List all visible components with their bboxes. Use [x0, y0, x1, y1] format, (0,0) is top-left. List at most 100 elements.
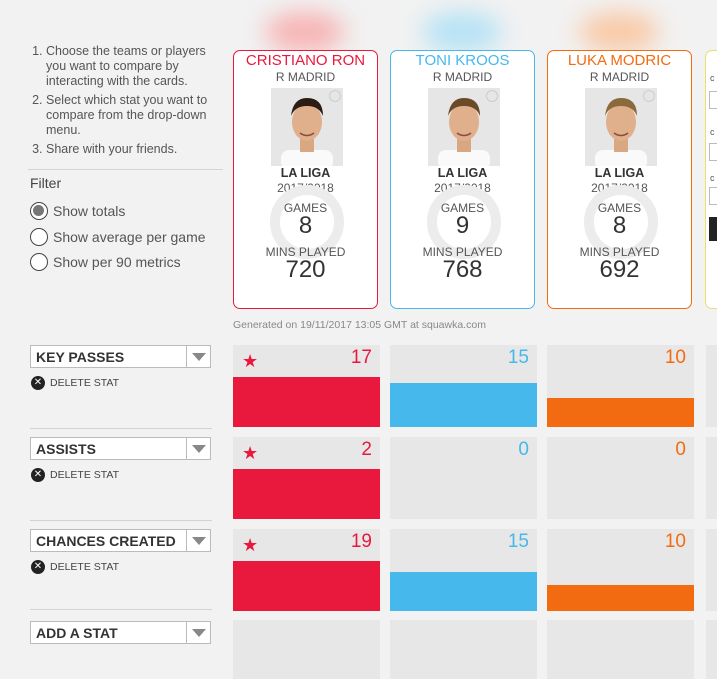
panel-input[interactable]: [709, 91, 717, 109]
delete-stat-label: DELETE STAT: [50, 561, 120, 573]
panel-input[interactable]: [709, 187, 717, 205]
close-circle-icon: ✕: [31, 560, 45, 574]
stat-select-label: KEY PASSES: [36, 348, 125, 365]
divider: [30, 428, 212, 429]
player-team: R MADRID: [589, 70, 650, 84]
stat-select[interactable]: ASSISTS: [30, 437, 211, 460]
filter-option-label: Show average per game: [53, 229, 206, 245]
info-icon[interactable]: [643, 90, 655, 102]
stat-value: 15: [507, 531, 529, 552]
empty-stat-cell: [390, 620, 537, 679]
games-value: 9: [455, 212, 470, 239]
games-label: GAMES: [597, 201, 642, 215]
info-icon[interactable]: [329, 90, 341, 102]
delete-stat-button[interactable]: ✕ DELETE STAT: [31, 560, 119, 574]
filter-option-label: Show per 90 metrics: [53, 254, 181, 270]
player-league: LA LIGA: [437, 166, 488, 180]
instruction-item: Share with your friends.: [46, 142, 224, 157]
stat-select-label: ASSISTS: [36, 440, 96, 457]
delete-stat-button[interactable]: ✕ DELETE STAT: [31, 468, 119, 482]
stat-cell: 0: [390, 437, 537, 519]
delete-stat-button[interactable]: ✕ DELETE STAT: [31, 376, 119, 390]
filter-option-totals[interactable]: Show totals: [30, 202, 125, 220]
divider: [28, 169, 223, 170]
player-team: R MADRID: [275, 70, 336, 84]
mins-label: MINS PLAYED: [579, 245, 660, 259]
divider: [30, 520, 212, 521]
add-stat-label: ADD A STAT: [36, 624, 118, 641]
player-photo: [271, 88, 343, 166]
player-league: LA LIGA: [280, 166, 331, 180]
card-glow: [265, 12, 345, 52]
mins-value: 720: [285, 256, 326, 283]
player-name: LUKA MODRIC: [567, 52, 672, 69]
stat-cell: ★ 19: [233, 529, 380, 611]
radio-button[interactable]: [30, 228, 48, 246]
mins-label: MINS PLAYED: [422, 245, 503, 259]
stat-value: 2: [361, 439, 372, 460]
player-card[interactable]: CRISTIANO RON R MADRID LA LIGA 2017/2018…: [233, 50, 378, 309]
stat-select[interactable]: KEY PASSES: [30, 345, 211, 368]
stat-value: 0: [518, 439, 529, 460]
player-card[interactable]: TONI KROOS R MADRID LA LIGA 2017/2018 GA…: [390, 50, 535, 309]
watermark-icon: [427, 185, 501, 259]
stat-value: 10: [664, 347, 686, 368]
filter-option-label: Show totals: [53, 203, 126, 219]
stat-bar: [233, 377, 380, 427]
generated-note: Generated on 19/11/2017 13:05 GMT at squ…: [233, 319, 486, 331]
player-card[interactable]: LUKA MODRIC R MADRID LA LIGA 2017/2018 G…: [547, 50, 692, 309]
games-label: GAMES: [440, 201, 485, 215]
stat-bar: [547, 585, 694, 611]
card-glow: [579, 12, 659, 52]
radio-button[interactable]: [30, 253, 48, 271]
stat-bar: [390, 572, 537, 611]
instruction-item: Select which stat you want to compare fr…: [46, 93, 224, 138]
chevron-down-icon[interactable]: [186, 530, 210, 551]
filter-option-per-game[interactable]: Show average per game: [30, 228, 206, 246]
delete-stat-label: DELETE STAT: [50, 377, 120, 389]
panel-label: c: [710, 73, 715, 83]
star-icon: ★: [242, 443, 259, 463]
watermark-icon: [584, 185, 658, 259]
stat-cell: 15: [390, 529, 537, 611]
add-stat-select[interactable]: ADD A STAT: [30, 621, 211, 644]
stat-value: 10: [664, 531, 686, 552]
panel-label: c: [710, 127, 715, 137]
chevron-down-icon[interactable]: [186, 346, 210, 367]
games-label: GAMES: [283, 201, 328, 215]
stat-cell: [706, 345, 717, 427]
stat-cell: 10: [547, 345, 694, 427]
stat-cell: 10: [547, 529, 694, 611]
stat-value: 17: [350, 347, 372, 368]
stat-bar: [547, 398, 694, 427]
instruction-item: Choose the teams or players you want to …: [46, 44, 224, 89]
stat-cell: 0: [547, 437, 694, 519]
stat-value: 19: [350, 531, 372, 552]
chevron-down-icon[interactable]: [186, 622, 210, 643]
comparison-options-panel: c c c: [705, 50, 717, 309]
instructions-list: Choose the teams or players you want to …: [28, 44, 224, 161]
stat-value: 0: [675, 439, 686, 460]
stat-cell: 15: [390, 345, 537, 427]
mins-value: 692: [599, 256, 640, 283]
info-icon[interactable]: [486, 90, 498, 102]
stat-value: 15: [507, 347, 529, 368]
filter-option-per-90[interactable]: Show per 90 metrics: [30, 253, 181, 271]
panel-input[interactable]: [709, 143, 717, 161]
radio-button[interactable]: [30, 202, 48, 220]
player-name: CRISTIANO RON: [245, 52, 366, 69]
empty-stat-cell: [233, 620, 380, 679]
games-value: 8: [612, 212, 627, 239]
panel-label: c: [710, 173, 715, 183]
chevron-down-icon[interactable]: [186, 438, 210, 459]
stat-select[interactable]: CHANCES CREATED: [30, 529, 211, 552]
games-value: 8: [298, 212, 313, 239]
close-circle-icon: ✕: [31, 468, 45, 482]
player-team: R MADRID: [432, 70, 493, 84]
panel-button[interactable]: [709, 217, 717, 241]
player-name: TONI KROOS: [415, 52, 510, 69]
close-circle-icon: ✕: [31, 376, 45, 390]
divider: [30, 609, 212, 610]
player-photo: [585, 88, 657, 166]
delete-stat-label: DELETE STAT: [50, 469, 120, 481]
